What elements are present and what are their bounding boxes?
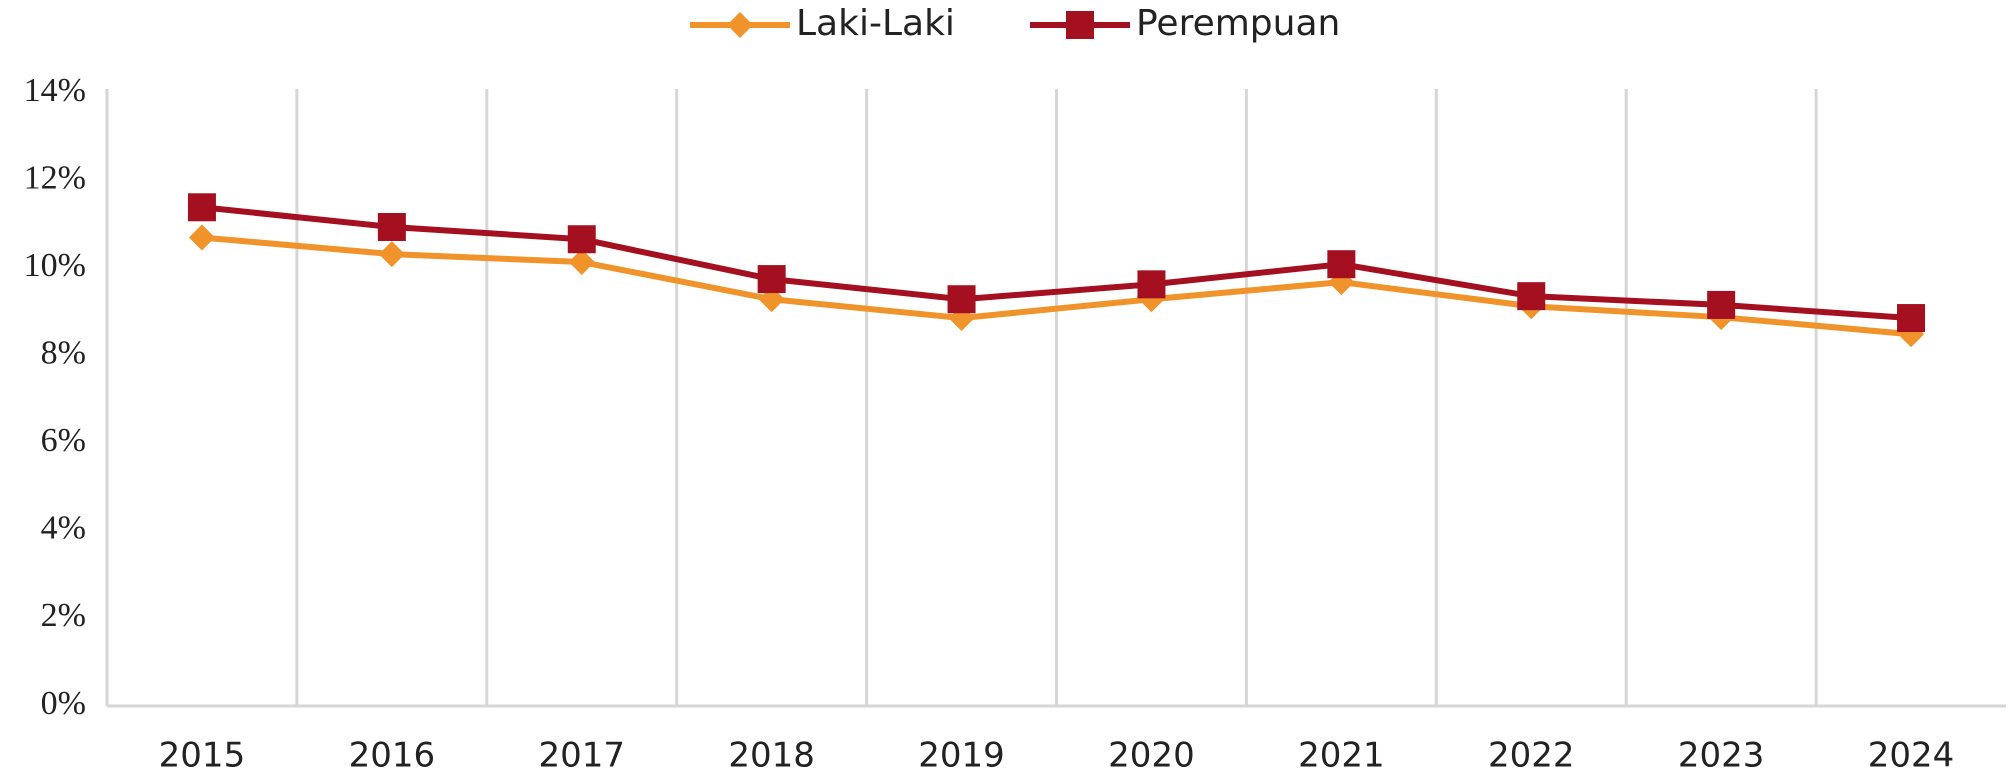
marker — [567, 225, 596, 254]
x-tick-label: 2015 — [159, 736, 246, 774]
legend-marker — [727, 12, 753, 38]
x-tick-label: 2020 — [1108, 736, 1195, 774]
x-tick-label: 2023 — [1678, 736, 1765, 774]
y-tick-label: 6% — [41, 422, 86, 459]
x-tick-label: 2017 — [538, 736, 625, 774]
legend-label: Perempuan — [1136, 3, 1340, 44]
y-tick-label: 12% — [24, 159, 86, 196]
marker — [568, 249, 595, 276]
y-tick-label: 8% — [41, 335, 86, 372]
line — [201, 234, 1912, 338]
legend-marker — [1066, 11, 1094, 39]
series — [187, 193, 1926, 333]
y-tick-label: 0% — [41, 685, 86, 722]
line — [201, 204, 1912, 322]
marker — [187, 193, 216, 222]
legend-label: Laki-Laki — [796, 3, 955, 44]
marker — [1327, 250, 1356, 279]
marker — [1137, 270, 1166, 299]
marker — [757, 265, 786, 294]
y-tick-label: 2% — [41, 597, 86, 634]
y-tick-label: 14% — [24, 72, 86, 109]
x-tick-label: 2016 — [349, 736, 436, 774]
series — [188, 224, 1925, 348]
marker — [1517, 282, 1546, 311]
x-tick-label: 2018 — [728, 736, 815, 774]
marker — [1897, 304, 1926, 333]
x-tick-label: 2022 — [1488, 736, 1575, 774]
y-tick-label: 4% — [41, 510, 86, 547]
x-tick-label: 2019 — [918, 736, 1005, 774]
marker — [1707, 290, 1736, 319]
x-tick-label: 2021 — [1298, 736, 1385, 774]
marker — [947, 285, 976, 314]
y-tick-label: 10% — [24, 247, 86, 284]
marker — [378, 241, 405, 268]
marker — [188, 224, 215, 251]
marker — [377, 212, 406, 241]
x-tick-label: 2024 — [1868, 736, 1955, 774]
